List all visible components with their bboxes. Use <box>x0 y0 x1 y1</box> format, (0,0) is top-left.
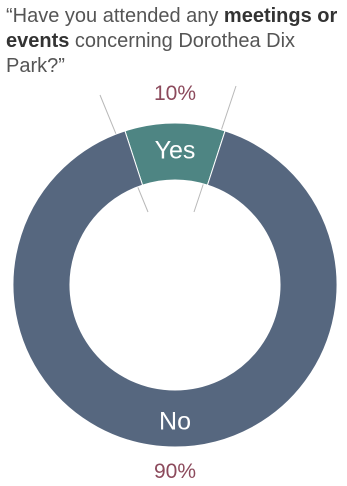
donut-labels: Yes 10% No 90% <box>154 82 196 483</box>
slice-label-no: No <box>159 408 191 436</box>
donut-slices <box>12 122 338 448</box>
question-text-end: concerning Dorothea Dix Park?” <box>6 30 296 77</box>
slice-no <box>12 130 338 448</box>
slice-label-yes: Yes <box>155 137 196 165</box>
percent-label-yes: 10% <box>154 82 196 105</box>
question-bold-text: meetings or events <box>6 5 338 52</box>
percent-label-no: 90% <box>154 460 196 483</box>
question-text-start: “Have you attended any <box>6 5 224 27</box>
chart-title: “Have you attended any meetings or event… <box>6 4 346 79</box>
